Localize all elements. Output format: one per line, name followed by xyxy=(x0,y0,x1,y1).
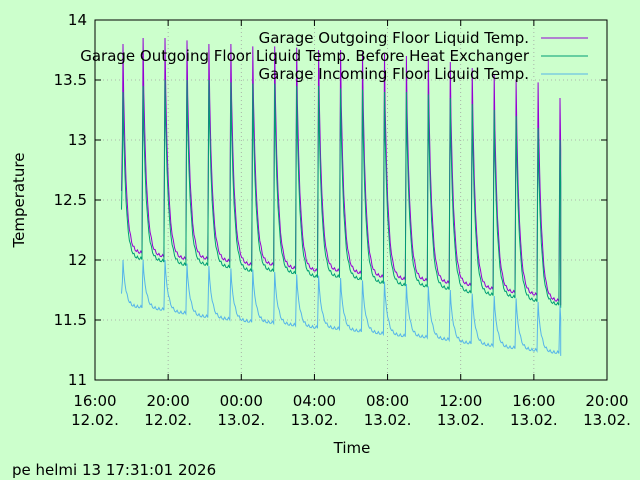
series-line-3 xyxy=(121,259,562,356)
y-axis-ticks: 11 11.5 12 12.5 13 13.5 14 xyxy=(54,11,607,389)
y-tick-label: 13.5 xyxy=(54,71,87,89)
y-tick-label: 11.5 xyxy=(54,311,87,329)
x-tick-date-label: 13.02. xyxy=(510,411,558,429)
legend-label: Garage Incoming Floor Liquid Temp. xyxy=(259,65,529,83)
x-tick-date-label: 12.02. xyxy=(144,411,192,429)
y-tick-label: 12.5 xyxy=(54,191,87,209)
x-tick-time-label: 20:00 xyxy=(585,392,628,410)
x-tick-time-label: 16:00 xyxy=(512,392,555,410)
x-tick-time-label: 12:00 xyxy=(439,392,482,410)
series-line-2 xyxy=(121,79,562,308)
y-tick-label: 11 xyxy=(68,371,87,389)
x-tick-date-label: 13.02. xyxy=(437,411,485,429)
x-tick-date-label: 13.02. xyxy=(364,411,412,429)
x-axis-title: Time xyxy=(333,439,371,457)
legend-label: Garage Outgoing Floor Liquid Temp. Befor… xyxy=(80,47,530,65)
y-tick-label: 12 xyxy=(68,251,87,269)
series-lines xyxy=(121,37,562,356)
y-tick-label: 13 xyxy=(68,131,87,149)
x-tick-time-label: 04:00 xyxy=(293,392,336,410)
legend: Garage Outgoing Floor Liquid Temp.Garage… xyxy=(80,29,588,83)
x-axis-ticks: 16:0012.02.20:0012.02.00:0013.02.04:0013… xyxy=(71,20,631,429)
x-tick-date-label: 13.02. xyxy=(583,411,631,429)
x-tick-time-label: 00:00 xyxy=(220,392,263,410)
legend-label: Garage Outgoing Floor Liquid Temp. xyxy=(259,29,529,47)
x-tick-date-label: 13.02. xyxy=(291,411,339,429)
x-tick-date-label: 12.02. xyxy=(71,411,119,429)
x-tick-time-label: 16:00 xyxy=(73,392,116,410)
x-tick-time-label: 20:00 xyxy=(147,392,190,410)
footer-timestamp: pe helmi 13 17:31:01 2026 xyxy=(12,461,216,479)
x-tick-time-label: 08:00 xyxy=(366,392,409,410)
series-line-1 xyxy=(121,37,562,306)
x-tick-date-label: 13.02. xyxy=(217,411,265,429)
y-axis-title: Temperature xyxy=(10,152,28,248)
y-tick-label: 14 xyxy=(68,11,87,29)
